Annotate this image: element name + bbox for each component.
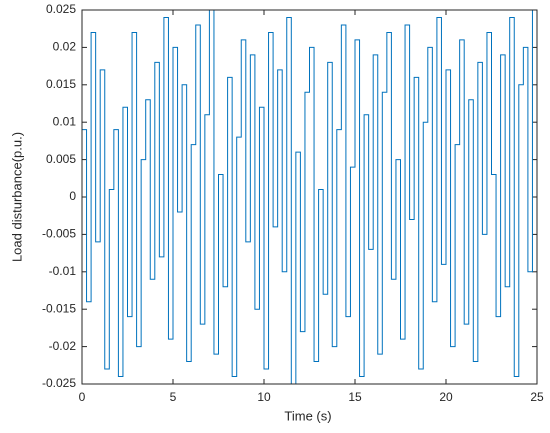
x-tick-label: 20 — [439, 390, 453, 404]
y-tick-label: 0.005 — [46, 152, 76, 166]
y-tick-label: 0.01 — [53, 114, 77, 128]
y-tick-label: -0.02 — [49, 339, 77, 353]
y-tick-label: 0.02 — [53, 40, 77, 54]
y-tick-label: 0 — [69, 189, 76, 203]
y-tick-label: -0.015 — [42, 301, 76, 315]
x-tick-label: 15 — [348, 390, 362, 404]
plot-frame — [81, 9, 538, 385]
x-axis-label: Time (s) — [284, 408, 331, 423]
x-tick-label: 0 — [79, 390, 86, 404]
y-tick-label: -0.005 — [42, 227, 76, 241]
y-tick-label: -0.025 — [42, 376, 76, 390]
y-tick-label: 0.025 — [46, 2, 76, 16]
x-tick-label: 25 — [530, 390, 544, 404]
x-tick-label: 10 — [257, 390, 271, 404]
y-tick-label: -0.01 — [49, 264, 77, 278]
y-tick-label: 0.015 — [46, 77, 76, 91]
data-line — [82, 9, 538, 385]
x-tick-label: 5 — [170, 390, 177, 404]
y-axis-label: Load disturbance(p.u.) — [9, 132, 24, 262]
